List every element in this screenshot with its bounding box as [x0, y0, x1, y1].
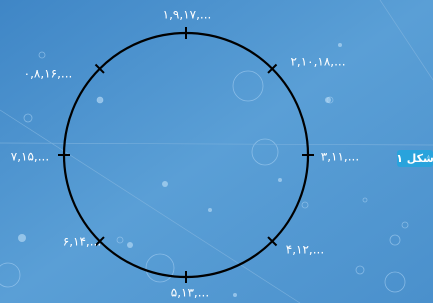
diagram: شکل ۱ ۱,۹,۱۷,... ۲,۱۰,۱۸,... ۳,۱۱,... ۴,۱۲,… — [0, 0, 433, 303]
figure-label: شکل ۱ — [396, 152, 433, 165]
position-label: ۶,۱۴,... — [63, 235, 101, 249]
position-label: ۰,۸,۱۶,... — [24, 67, 73, 81]
position-label: ۵,۱۳,... — [171, 286, 209, 300]
position-label: ۳,۱۱,... — [321, 150, 359, 164]
page: شکل ۱ ۱,۹,۱۷,... ۲,۱۰,۱۸,... ۳,۱۱,... ۴,۱۲,… — [0, 0, 433, 303]
position-label: ۴,۱۲,... — [286, 243, 324, 257]
position-label: ۷,۱۵,... — [11, 150, 49, 164]
position-label: ۲,۱۰,۱۸,... — [290, 55, 345, 69]
position-label: ۱,۹,۱۷,... — [163, 8, 212, 22]
